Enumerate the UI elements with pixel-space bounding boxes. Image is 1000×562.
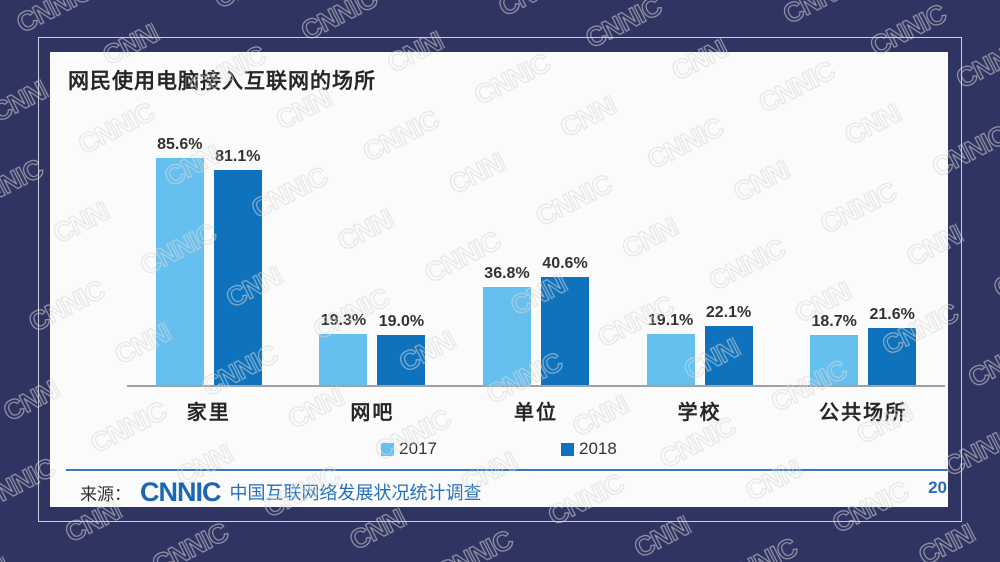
bar-value-label-2018-网吧: 19.0% [378,313,425,330]
bar-value-label-2018-学校: 22.1% [705,304,752,321]
legend-label-2017: 2017 [399,439,437,458]
bar-value-label-2017-单位: 36.8% [484,265,530,282]
cnnic-logo: CNNIC [140,477,221,507]
bar-2017-单位 [482,287,531,385]
bar-column: 85.6% [155,136,204,385]
bar-group-单位: 36.8% 40.6% [454,255,618,385]
bar-2017-网吧 [319,334,368,385]
category-label-学校: 学校 [677,402,722,424]
page-number: 20 [928,478,947,497]
bar-2018-单位 [540,277,589,385]
bar-column: 36.8% [482,265,531,385]
bar-value-label-2017-家里: 85.6% [157,136,203,153]
category-label-家里: 家里 [186,402,231,424]
legend-swatch-2018 [561,442,574,456]
bar-column: 40.6% [540,255,589,385]
bar-column: 19.0% [377,313,426,385]
bar-2017-学校 [646,334,695,385]
bar-2018-学校 [704,326,753,385]
category-labels: 家里 网吧 单位 学校 公共场所 [127,387,945,425]
source-separator-line [66,469,948,471]
legend-item-2017: 2017 [381,439,437,459]
chart-panel: 网民使用电脑接入互联网的场所 85.6% 81.1% 19.3% 19.0% 36.8%… [50,52,948,507]
bar-group-公共场所: 18.7% 21.6% [781,306,945,385]
bar-chart: 85.6% 81.1% 19.3% 19.0% 36.8% 40.6% 19.1% 22.1%… [127,106,945,425]
bar-group-网吧: 19.3% 19.0% [291,312,455,385]
bar-value-label-2017-网吧: 19.3% [320,312,367,329]
legend-item-2018: 2018 [561,439,617,459]
bar-column: 19.3% [319,312,368,385]
bar-value-label-2018-家里: 81.1% [215,148,261,165]
source-line: 来源： CNNIC 中国互联网络发展状况统计调查 [80,477,482,507]
bar-column: 21.6% [868,306,917,385]
category-label-公共场所: 公共场所 [819,402,908,424]
bar-group-家里: 85.6% 81.1% [127,136,291,385]
bar-2018-网吧 [377,335,426,385]
chart-legend: 2017 2018 [50,439,948,459]
legend-label-2018: 2018 [579,439,617,458]
chart-title: 网民使用电脑接入互联网的场所 [68,70,376,93]
bar-2017-家里 [155,158,204,385]
bar-value-label-2017-公共场所: 18.7% [811,313,857,330]
bar-value-label-2018-公共场所: 21.6% [869,306,915,323]
bar-column: 22.1% [704,304,753,385]
bar-value-label-2017-学校: 19.1% [647,312,694,329]
bar-2018-公共场所 [868,328,917,385]
bar-group-学校: 19.1% 22.1% [618,304,782,385]
bar-2018-家里 [213,170,262,385]
source-survey-name: 中国互联网络发展状况统计调查 [229,483,482,503]
bar-value-label-2018-单位: 40.6% [542,255,588,272]
bar-groups: 85.6% 81.1% 19.3% 19.0% 36.8% 40.6% 19.1% 22.1%… [127,106,945,385]
bar-2017-公共场所 [810,335,859,385]
bar-column: 19.1% [646,312,695,385]
category-label-网吧: 网吧 [350,402,395,424]
category-label-单位: 单位 [513,402,558,424]
bar-column: 81.1% [213,148,262,385]
bar-column: 18.7% [810,313,859,385]
source-prefix-label: 来源： [80,484,131,504]
legend-swatch-2017 [381,442,395,456]
